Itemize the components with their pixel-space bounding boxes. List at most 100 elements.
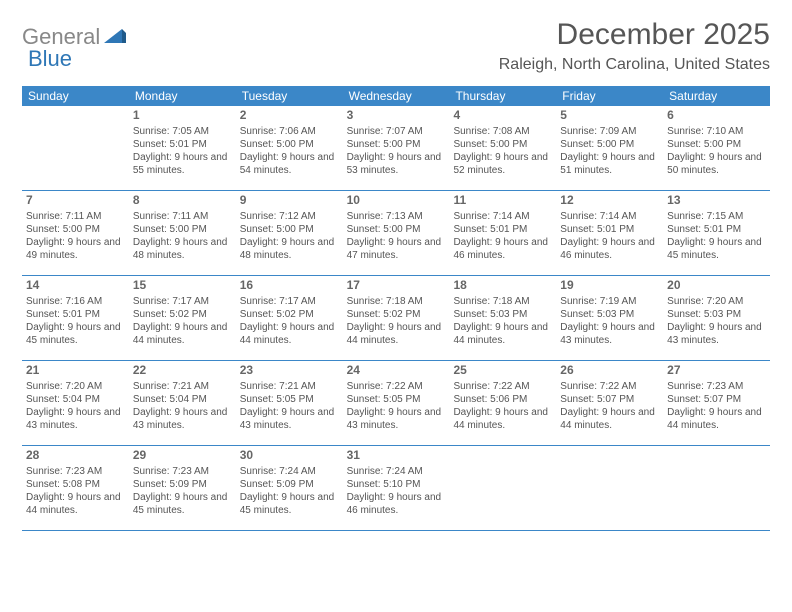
week-row: 14Sunrise: 7:16 AMSunset: 5:01 PM Dayligh… (22, 276, 770, 361)
calendar-cell: 8Sunrise: 7:11 AMSunset: 5:00 PMDaylight… (129, 191, 236, 275)
sunrise-text: Sunrise: 7:23 AM (26, 465, 125, 478)
sunrise-text: Sunrise: 7:06 AM (240, 125, 339, 138)
calendar-cell (22, 106, 129, 190)
sunset-text: Sunset: 5:04 PM (133, 393, 232, 406)
daylight-text: Daylight: 9 hours and 46 minutes. (560, 236, 659, 262)
day-number: 24 (347, 363, 446, 379)
calendar-cell: 16Sunrise: 7:17 AMSunset: 5:02 PMDayligh… (236, 276, 343, 360)
calendar-cell: 27Sunrise: 7:23 AMSunset: 5:07 PMDayligh… (663, 361, 770, 445)
sunset-text: Sunset: 5:10 PM (347, 478, 446, 491)
day-number: 25 (453, 363, 552, 379)
calendar-cell: 25Sunrise: 7:22 AMSunset: 5:06 PMDayligh… (449, 361, 556, 445)
sunset-text: Sunset: 5:00 PM (347, 138, 446, 151)
day-header: Friday (556, 86, 663, 106)
day-number: 23 (240, 363, 339, 379)
sunrise-text: Sunrise: 7:18 AM (347, 295, 446, 308)
calendar-cell: 2Sunrise: 7:06 AMSunset: 5:00 PMDaylight… (236, 106, 343, 190)
calendar-cell: 21Sunrise: 7:20 AMSunset: 5:04 PMDayligh… (22, 361, 129, 445)
sunrise-text: Sunrise: 7:11 AM (133, 210, 232, 223)
daylight-text: Daylight: 9 hours and 52 minutes. (453, 151, 552, 177)
sunset-text: Sunset: 5:00 PM (667, 138, 766, 151)
day-number: 11 (453, 193, 552, 209)
day-number: 9 (240, 193, 339, 209)
sunrise-text: Sunrise: 7:05 AM (133, 125, 232, 138)
day-number: 12 (560, 193, 659, 209)
sunrise-text: Sunrise: 7:09 AM (560, 125, 659, 138)
sunrise-text: Sunrise: 7:21 AM (240, 380, 339, 393)
sunrise-text: Sunrise: 7:20 AM (667, 295, 766, 308)
calendar-cell: 26Sunrise: 7:22 AMSunset: 5:07 PMDayligh… (556, 361, 663, 445)
day-header: Monday (129, 86, 236, 106)
daylight-text: Daylight: 9 hours and 51 minutes. (560, 151, 659, 177)
day-number: 17 (347, 278, 446, 294)
daylight-text: Daylight: 9 hours and 46 minutes. (453, 236, 552, 262)
daylight-text: Daylight: 9 hours and 44 minutes. (453, 321, 552, 347)
daylight-text: Daylight: 9 hours and 47 minutes. (347, 236, 446, 262)
sunset-text: Sunset: 5:08 PM (26, 478, 125, 491)
calendar-cell: 19Sunrise: 7:19 AMSunset: 5:03 PMDayligh… (556, 276, 663, 360)
daylight-text: Daylight: 9 hours and 54 minutes. (240, 151, 339, 177)
daylight-text: Daylight: 9 hours and 48 minutes. (133, 236, 232, 262)
daylight-text: Daylight: 9 hours and 43 minutes. (560, 321, 659, 347)
daylight-text: Daylight: 9 hours and 43 minutes. (347, 406, 446, 432)
daylight-text: Daylight: 9 hours and 43 minutes. (26, 406, 125, 432)
calendar-cell: 1Sunrise: 7:05 AMSunset: 5:01 PMDaylight… (129, 106, 236, 190)
daylight-text: Daylight: 9 hours and 44 minutes. (240, 321, 339, 347)
daylight-text: Daylight: 9 hours and 49 minutes. (26, 236, 125, 262)
calendar-cell (556, 446, 663, 530)
day-number: 14 (26, 278, 125, 294)
sunrise-text: Sunrise: 7:24 AM (240, 465, 339, 478)
day-number: 7 (26, 193, 125, 209)
daylight-text: Daylight: 9 hours and 44 minutes. (560, 406, 659, 432)
daylight-text: Daylight: 9 hours and 43 minutes. (133, 406, 232, 432)
day-number: 2 (240, 108, 339, 124)
sunset-text: Sunset: 5:02 PM (240, 308, 339, 321)
calendar-cell: 6Sunrise: 7:10 AMSunset: 5:00 PMDaylight… (663, 106, 770, 190)
sunrise-text: Sunrise: 7:22 AM (560, 380, 659, 393)
daylight-text: Daylight: 9 hours and 45 minutes. (133, 491, 232, 517)
sunset-text: Sunset: 5:03 PM (667, 308, 766, 321)
sunrise-text: Sunrise: 7:16 AM (26, 295, 125, 308)
sunrise-text: Sunrise: 7:24 AM (347, 465, 446, 478)
calendar-cell: 15Sunrise: 7:17 AMSunset: 5:02 PMDayligh… (129, 276, 236, 360)
calendar-cell: 9Sunrise: 7:12 AMSunset: 5:00 PMDaylight… (236, 191, 343, 275)
month-title: December 2025 (499, 18, 770, 52)
calendar-cell: 24Sunrise: 7:22 AMSunset: 5:05 PMDayligh… (343, 361, 450, 445)
calendar-cell: 4Sunrise: 7:08 AMSunset: 5:00 PMDaylight… (449, 106, 556, 190)
calendar-cell: 10Sunrise: 7:13 AMSunset: 5:00 PMDayligh… (343, 191, 450, 275)
sunrise-text: Sunrise: 7:17 AM (133, 295, 232, 308)
sunset-text: Sunset: 5:00 PM (240, 138, 339, 151)
day-number: 3 (347, 108, 446, 124)
sunrise-text: Sunrise: 7:08 AM (453, 125, 552, 138)
daylight-text: Daylight: 9 hours and 46 minutes. (347, 491, 446, 517)
week-row: 7Sunrise: 7:11 AMSunset: 5:00 PMDaylight… (22, 191, 770, 276)
header: General December 2025 Raleigh, North Car… (22, 18, 770, 74)
sunset-text: Sunset: 5:00 PM (453, 138, 552, 151)
calendar-cell: 29Sunrise: 7:23 AMSunset: 5:09 PMDayligh… (129, 446, 236, 530)
sunset-text: Sunset: 5:04 PM (26, 393, 125, 406)
sunrise-text: Sunrise: 7:17 AM (240, 295, 339, 308)
sunset-text: Sunset: 5:01 PM (26, 308, 125, 321)
day-number: 30 (240, 448, 339, 464)
sunrise-text: Sunrise: 7:15 AM (667, 210, 766, 223)
sunset-text: Sunset: 5:01 PM (667, 223, 766, 236)
day-number: 26 (560, 363, 659, 379)
daylight-text: Daylight: 9 hours and 44 minutes. (667, 406, 766, 432)
sunset-text: Sunset: 5:01 PM (133, 138, 232, 151)
day-number: 19 (560, 278, 659, 294)
sunset-text: Sunset: 5:03 PM (453, 308, 552, 321)
calendar-cell: 5Sunrise: 7:09 AMSunset: 5:00 PMDaylight… (556, 106, 663, 190)
day-number: 18 (453, 278, 552, 294)
calendar-cell (663, 446, 770, 530)
logo-text-blue: Blue (28, 46, 72, 72)
sunset-text: Sunset: 5:02 PM (133, 308, 232, 321)
day-number: 20 (667, 278, 766, 294)
calendar-cell: 7Sunrise: 7:11 AMSunset: 5:00 PMDaylight… (22, 191, 129, 275)
sunrise-text: Sunrise: 7:18 AM (453, 295, 552, 308)
calendar-cell: 17Sunrise: 7:18 AMSunset: 5:02 PMDayligh… (343, 276, 450, 360)
daylight-text: Daylight: 9 hours and 44 minutes. (133, 321, 232, 347)
day-number: 4 (453, 108, 552, 124)
sunset-text: Sunset: 5:00 PM (26, 223, 125, 236)
sunrise-text: Sunrise: 7:14 AM (453, 210, 552, 223)
calendar-cell: 3Sunrise: 7:07 AMSunset: 5:00 PMDaylight… (343, 106, 450, 190)
